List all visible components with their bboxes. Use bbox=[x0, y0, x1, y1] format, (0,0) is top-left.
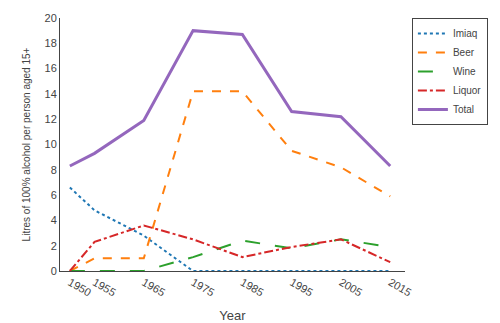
svg-text:1955: 1955 bbox=[91, 276, 118, 299]
svg-text:16: 16 bbox=[45, 62, 57, 74]
svg-text:Litres of 100% alcohol per per: Litres of 100% alcohol per person aged 1… bbox=[21, 47, 32, 241]
svg-text:Beer: Beer bbox=[453, 47, 475, 58]
svg-text:10: 10 bbox=[45, 138, 57, 150]
svg-text:2015: 2015 bbox=[386, 276, 413, 299]
svg-text:18: 18 bbox=[45, 37, 57, 49]
svg-text:Year: Year bbox=[219, 308, 246, 323]
svg-text:1975: 1975 bbox=[189, 276, 216, 299]
svg-text:4: 4 bbox=[51, 214, 57, 226]
svg-text:1965: 1965 bbox=[140, 276, 167, 299]
svg-text:8: 8 bbox=[51, 164, 57, 176]
svg-text:Total: Total bbox=[453, 104, 474, 115]
svg-text:20: 20 bbox=[45, 12, 57, 24]
svg-text:0: 0 bbox=[51, 265, 57, 277]
svg-text:Imiaq: Imiaq bbox=[453, 28, 477, 39]
svg-text:Wine: Wine bbox=[453, 66, 476, 77]
svg-text:Liquor: Liquor bbox=[453, 85, 481, 96]
svg-text:1950: 1950 bbox=[66, 276, 93, 299]
svg-text:1995: 1995 bbox=[288, 276, 315, 299]
svg-text:14: 14 bbox=[45, 88, 57, 100]
svg-text:2: 2 bbox=[51, 240, 57, 252]
svg-text:2005: 2005 bbox=[337, 276, 364, 299]
svg-text:1985: 1985 bbox=[239, 276, 266, 299]
svg-text:6: 6 bbox=[51, 189, 57, 201]
svg-text:12: 12 bbox=[45, 113, 57, 125]
